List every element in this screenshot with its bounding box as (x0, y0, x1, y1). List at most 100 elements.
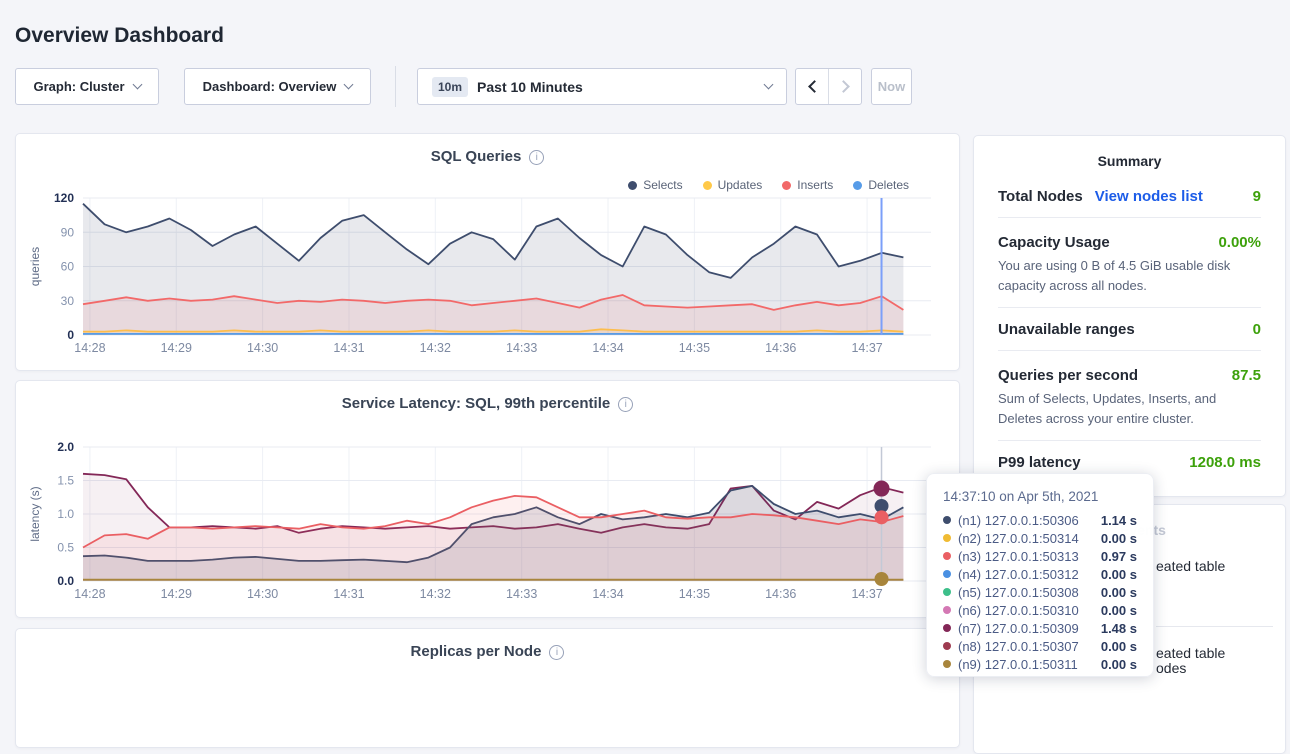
chevron-right-icon (837, 80, 850, 93)
info-icon[interactable]: i (549, 645, 564, 660)
time-forward-button[interactable] (828, 69, 861, 104)
legend-deletes[interactable]: Deletes (853, 178, 909, 192)
sql-queries-legend: Selects Updates Inserts Deletes (628, 178, 909, 192)
tooltip-node-label: (n3) 127.0.0.1:50313 (958, 549, 1079, 564)
x-tick-label: 14:28 (74, 587, 105, 601)
x-tick-label: 14:34 (592, 587, 623, 601)
y-tick-label: 90 (61, 225, 75, 239)
x-tick-label: 14:35 (679, 587, 710, 601)
y-tick-label: 0.0 (57, 574, 74, 588)
summary-row-head: P99 latency 1208.0 ms (998, 454, 1261, 471)
summary-row-head: Queries per second87.5 (998, 367, 1261, 384)
tooltip-node-label: (n8) 127.0.0.1:50307 (958, 639, 1079, 654)
tooltip-node-label: (n7) 127.0.0.1:50309 (958, 621, 1079, 636)
summary-row: Queries per second87.5 Sum of Selects, Up… (998, 351, 1261, 441)
summary-row-value: 1208.0 ms (1189, 454, 1261, 471)
crosshair-dot (875, 572, 889, 586)
legend-label: Inserts (797, 178, 833, 192)
tooltip-row: (n4) 127.0.0.1:503120.00 s (943, 565, 1137, 583)
time-range-badge: 10m (432, 77, 468, 97)
chevron-left-icon (808, 80, 821, 93)
sql-queries-chart[interactable]: 14:2814:2914:3014:3114:3214:3314:3414:35… (16, 134, 961, 372)
x-tick-label: 14:31 (333, 587, 364, 601)
replicas-per-node-card: Replicas per Nodei (15, 628, 960, 748)
chart-tooltip: 14:37:10 on Apr 5th, 2021 (n1) 127.0.0.1… (926, 473, 1154, 677)
summary-row-head: Total NodesView nodes list9 (998, 188, 1261, 205)
x-tick-label: 14:30 (247, 341, 278, 355)
legend-label: Selects (643, 178, 682, 192)
summary-row-value: 9 (1253, 188, 1261, 205)
tooltip-node-label: (n2) 127.0.0.1:50314 (958, 531, 1079, 546)
tooltip-node-value: 0.00 s (1101, 585, 1137, 600)
node-color-dot-icon (943, 660, 951, 668)
y-tick-label: 0.5 (57, 541, 74, 555)
node-color-dot-icon (943, 588, 951, 596)
page-title: Overview Dashboard (15, 24, 224, 48)
tooltip-node-value: 0.00 s (1101, 657, 1137, 672)
time-back-button[interactable] (796, 69, 828, 104)
x-tick-label: 14:28 (74, 341, 105, 355)
view-nodes-list-link[interactable]: View nodes list (1095, 188, 1203, 205)
tooltip-node-value: 0.00 s (1101, 603, 1137, 618)
service-latency-chart[interactable]: 14:2814:2914:3014:3114:3214:3314:3414:35… (16, 381, 961, 619)
tooltip-row: (n2) 127.0.0.1:503140.00 s (943, 529, 1137, 547)
x-tick-label: 14:34 (592, 341, 623, 355)
tooltip-node-value: 1.48 s (1101, 621, 1137, 636)
y-axis-label: latency (s) (28, 486, 42, 541)
node-color-dot-icon (943, 624, 951, 632)
node-color-dot-icon (943, 606, 951, 614)
summary-row-caption: You are using 0 B of 4.5 GiB usable disk… (998, 256, 1261, 295)
dashboard-dropdown[interactable]: Dashboard: Overview (184, 68, 371, 105)
y-tick-label: 0 (67, 328, 74, 342)
summary-row-value: 0.00% (1218, 234, 1261, 251)
tooltip-row: (n1) 127.0.0.1:503061.14 s (943, 511, 1137, 529)
x-tick-label: 14:33 (506, 587, 537, 601)
now-button[interactable]: Now (871, 68, 912, 105)
event-text-fragment: odes (1156, 660, 1186, 676)
service-latency-card: Service Latency: SQL, 99th percentilei 1… (15, 380, 960, 618)
node-color-dot-icon (943, 642, 951, 650)
tooltip-node-value: 0.97 s (1101, 549, 1137, 564)
tooltip-node-value: 0.00 s (1101, 639, 1137, 654)
x-tick-label: 14:36 (765, 587, 796, 601)
summary-row-label: Unavailable ranges (998, 321, 1135, 338)
tooltip-node-label: (n6) 127.0.0.1:50310 (958, 603, 1079, 618)
graph-dropdown[interactable]: Graph: Cluster (15, 68, 159, 105)
legend-selects[interactable]: Selects (628, 178, 682, 192)
replicas-per-node-title: Replicas per Nodei (16, 643, 959, 660)
legend-inserts[interactable]: Inserts (782, 178, 833, 192)
x-tick-label: 14:32 (420, 341, 451, 355)
time-step-buttons (795, 68, 862, 105)
summary-rows: Total NodesView nodes list9Capacity Usag… (998, 175, 1261, 483)
x-tick-label: 14:31 (333, 341, 364, 355)
y-tick-label: 60 (61, 260, 75, 274)
tooltip-row: (n9) 127.0.0.1:503110.00 s (943, 655, 1137, 673)
x-tick-label: 14:30 (247, 587, 278, 601)
tooltip-row: (n3) 127.0.0.1:50313 0.97 s (943, 547, 1137, 565)
legend-updates[interactable]: Updates (703, 178, 763, 192)
node-color-dot-icon (943, 516, 951, 524)
y-tick-label: 1.0 (57, 507, 74, 521)
node-color-dot-icon (943, 552, 951, 560)
tooltip-node-value: 1.14 s (1101, 513, 1137, 528)
tooltip-row: (n7) 127.0.0.1:50309 1.48 s (943, 619, 1137, 637)
summary-row-head: Unavailable ranges0 (998, 321, 1261, 338)
chevron-down-icon (764, 80, 774, 90)
x-tick-label: 14:29 (161, 587, 192, 601)
tooltip-row: (n8) 127.0.0.1:50307 0.00 s (943, 637, 1137, 655)
tooltip-node-value: 0.00 s (1101, 567, 1137, 582)
event-divider (1156, 626, 1273, 627)
summary-row-label: P99 latency (998, 454, 1081, 471)
x-tick-label: 14:37 (851, 587, 882, 601)
time-range-dropdown[interactable]: 10m Past 10 Minutes (417, 68, 787, 105)
legend-dot-icon (853, 181, 862, 190)
dashboard-dropdown-label: Dashboard: Overview (203, 79, 337, 94)
legend-label: Deletes (868, 178, 909, 192)
summary-row-caption: Sum of Selects, Updates, Inserts, and De… (998, 389, 1261, 428)
summary-row-label: Queries per second (998, 367, 1138, 384)
x-tick-label: 14:33 (506, 341, 537, 355)
y-tick-label: 2.0 (57, 440, 74, 454)
summary-panel: Summary Total NodesView nodes list9Capac… (973, 135, 1286, 497)
tooltip-row: (n5) 127.0.0.1:503080.00 s (943, 583, 1137, 601)
summary-row: Unavailable ranges0 (998, 308, 1261, 351)
